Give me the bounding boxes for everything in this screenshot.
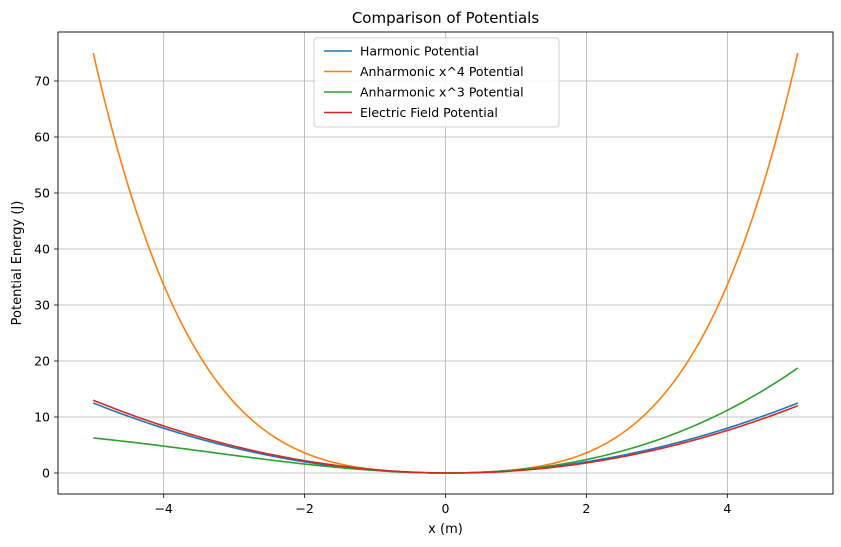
y-tick-label: 40 [34,242,50,257]
y-tick-label: 20 [34,354,50,369]
x-axis: −4 −2 0 2 4 [154,494,731,516]
legend: Harmonic Potential Anharmonic x^4 Potenti… [313,37,560,128]
y-axis: 0 10 20 30 40 50 60 70 [34,74,58,481]
x-tick-label: 4 [723,501,731,516]
legend-label: Electric Field Potential [360,105,498,120]
y-tick-label: 0 [42,466,50,481]
x-tick-label: −2 [295,501,313,516]
legend-label: Anharmonic x^3 Potential [360,85,524,100]
legend-label: Harmonic Potential [360,44,479,59]
x-axis-label: x (m) [428,522,463,537]
y-tick-label: 70 [34,74,50,89]
y-tick-label: 50 [34,186,50,201]
legend-label: Anharmonic x^4 Potential [360,64,524,79]
series-line-4 [92,399,799,474]
y-tick-label: 60 [34,130,50,145]
x-tick-label: −4 [154,501,172,516]
y-tick-label: 10 [34,410,50,425]
series-layer [92,52,799,474]
legend-box [313,37,560,128]
y-tick-label: 30 [34,298,50,313]
chart-title: Comparison of Potentials [352,9,540,27]
x-tick-label: 2 [582,501,590,516]
x-tick-label: 0 [442,501,450,516]
y-axis-label: Potential Energy (J) [10,201,25,326]
